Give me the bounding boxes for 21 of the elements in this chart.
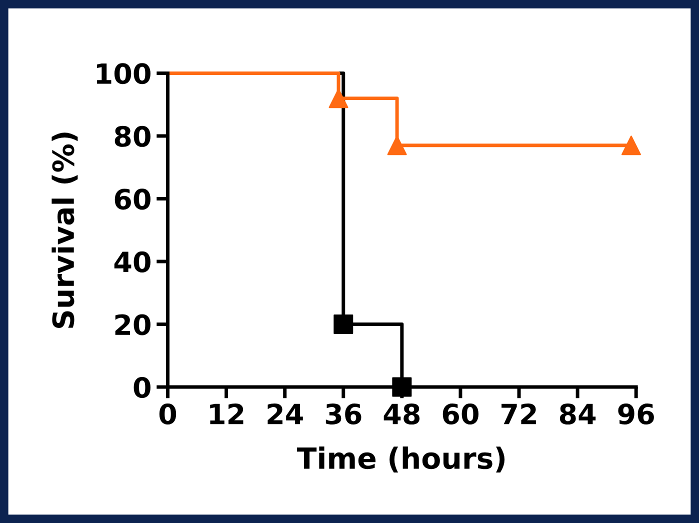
y-tick-label: 0	[134, 376, 150, 398]
point	[328, 88, 348, 108]
x-tick-label: 84	[560, 403, 596, 424]
y-axis-title: Survival (%)	[52, 132, 78, 328]
x-tick-label: 12	[210, 403, 244, 424]
y-tick-label: 80	[114, 126, 150, 147]
y-tick-label: 20	[115, 314, 150, 336]
x-tick-label: 36	[326, 403, 362, 424]
x-tick-label: 0	[159, 403, 176, 424]
x-axis-title: Time (hours)	[296, 446, 505, 473]
y-tick-label: 60	[114, 188, 150, 210]
point	[621, 136, 641, 156]
x-tick-label: 96	[618, 404, 654, 424]
point	[387, 136, 407, 156]
y-tick-label: 40	[114, 251, 150, 272]
x-tick-label: 72	[502, 403, 536, 424]
x-tick-label: 60	[442, 403, 478, 424]
y-tick-label: 100	[96, 63, 150, 84]
x-tick-label: 48	[384, 403, 420, 424]
point	[334, 314, 354, 334]
x-tick-label: 24	[268, 403, 303, 424]
